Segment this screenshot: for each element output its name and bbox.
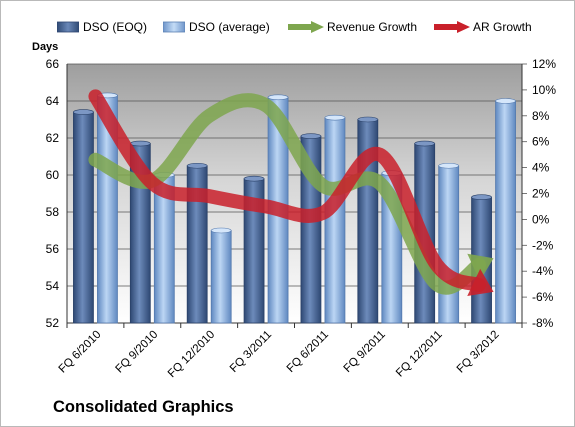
- y-tick-label: 64: [46, 94, 60, 108]
- bar-dso-average: [438, 165, 460, 324]
- x-tick-label: FQ 6/2011: [285, 329, 331, 375]
- legend-arrow-revenue-growth: [288, 21, 324, 33]
- y2-tick-label: 12%: [532, 57, 556, 71]
- line-ar-growth: [88, 89, 487, 293]
- bar-dso-eoq: [73, 111, 94, 324]
- legend-swatch-dso-average: [163, 21, 185, 33]
- bar-cap-dso-eoq: [357, 116, 379, 123]
- x-tick-label: FQ 12/2010: [166, 329, 217, 380]
- chart-legend: DSO (EOQ) DSO (average) Revenue Growth A…: [57, 17, 557, 37]
- x-tick-label: FQ 12/2011: [394, 329, 445, 380]
- x-tick-label: FQ 9/2011: [342, 329, 388, 375]
- legend-label-dso-average: DSO (average): [189, 20, 270, 34]
- y2-tick-label: 2%: [532, 187, 550, 201]
- bar-cap-dso-eoq: [471, 194, 492, 200]
- bar-cap-dso-average: [210, 227, 232, 234]
- y2-tick-label: 8%: [532, 109, 550, 123]
- y2-tick-label: -8%: [532, 316, 554, 330]
- arrowhead-revenue-growth: [467, 253, 494, 282]
- y2-tick-label: -6%: [532, 290, 554, 304]
- bar-cap-dso-average: [438, 162, 459, 169]
- legend-label-ar-growth: AR Growth: [473, 20, 532, 34]
- y-tick-label: 60: [46, 168, 60, 182]
- bar-cap-dso-average: [267, 94, 289, 101]
- y2-tick-label: 6%: [532, 135, 550, 149]
- y2-tick-label: 0%: [532, 212, 550, 226]
- x-tick-label: FQ 3/2011: [228, 329, 274, 375]
- y-tick-label: 66: [46, 57, 60, 71]
- x-tick-label: FQ 3/2012: [455, 329, 502, 376]
- y2-tick-label: -4%: [532, 264, 554, 278]
- y2-tick-label: -2%: [532, 238, 554, 252]
- bar-cap-dso-eoq: [186, 162, 208, 169]
- y-tick-label: 56: [46, 242, 60, 256]
- line-revenue-growth: [88, 93, 487, 295]
- x-tick-label: FQ 9/2010: [114, 329, 161, 376]
- y-tick-label: 58: [46, 205, 60, 219]
- bar-cap-dso-eoq: [130, 140, 151, 147]
- y-tick-label: 52: [46, 316, 60, 330]
- bar-cap-dso-average: [324, 114, 346, 121]
- y-axis-label: Days: [32, 41, 59, 53]
- y2-tick-label: 10%: [532, 83, 556, 97]
- y-tick-label: 62: [46, 131, 60, 145]
- bar-cap-dso-eoq: [414, 140, 435, 147]
- legend-label-dso-eoq: DSO (EOQ): [83, 20, 148, 34]
- company-name: Consolidated Graphics: [53, 398, 234, 416]
- y2-tick-label: 4%: [532, 161, 550, 175]
- legend-arrow-ar-growth: [434, 21, 470, 33]
- bar-cap-dso-average: [495, 98, 516, 104]
- bar-cap-dso-eoq: [243, 175, 265, 182]
- arrowhead-ar-growth: [467, 268, 494, 296]
- legend-label-revenue-growth: Revenue Growth: [327, 20, 418, 34]
- bar-cap-dso-eoq: [300, 133, 322, 139]
- y-tick-label: 54: [46, 279, 60, 293]
- bar-cap-dso-eoq: [73, 109, 94, 115]
- x-tick-label: FQ 6/2010: [57, 329, 104, 376]
- bar-dso-average: [324, 117, 346, 324]
- legend-swatch-dso-eoq: [57, 21, 79, 33]
- bar-dso-average: [210, 230, 232, 324]
- bar-dso-average: [495, 100, 516, 324]
